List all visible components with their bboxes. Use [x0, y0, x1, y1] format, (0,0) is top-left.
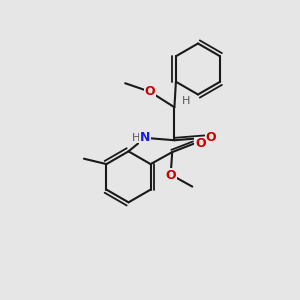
- Text: O: O: [165, 169, 176, 182]
- Text: O: O: [195, 137, 206, 150]
- Text: O: O: [145, 85, 155, 98]
- Text: H: H: [182, 96, 190, 106]
- Text: H: H: [132, 133, 140, 143]
- Text: N: N: [140, 131, 150, 144]
- Text: O: O: [206, 131, 216, 144]
